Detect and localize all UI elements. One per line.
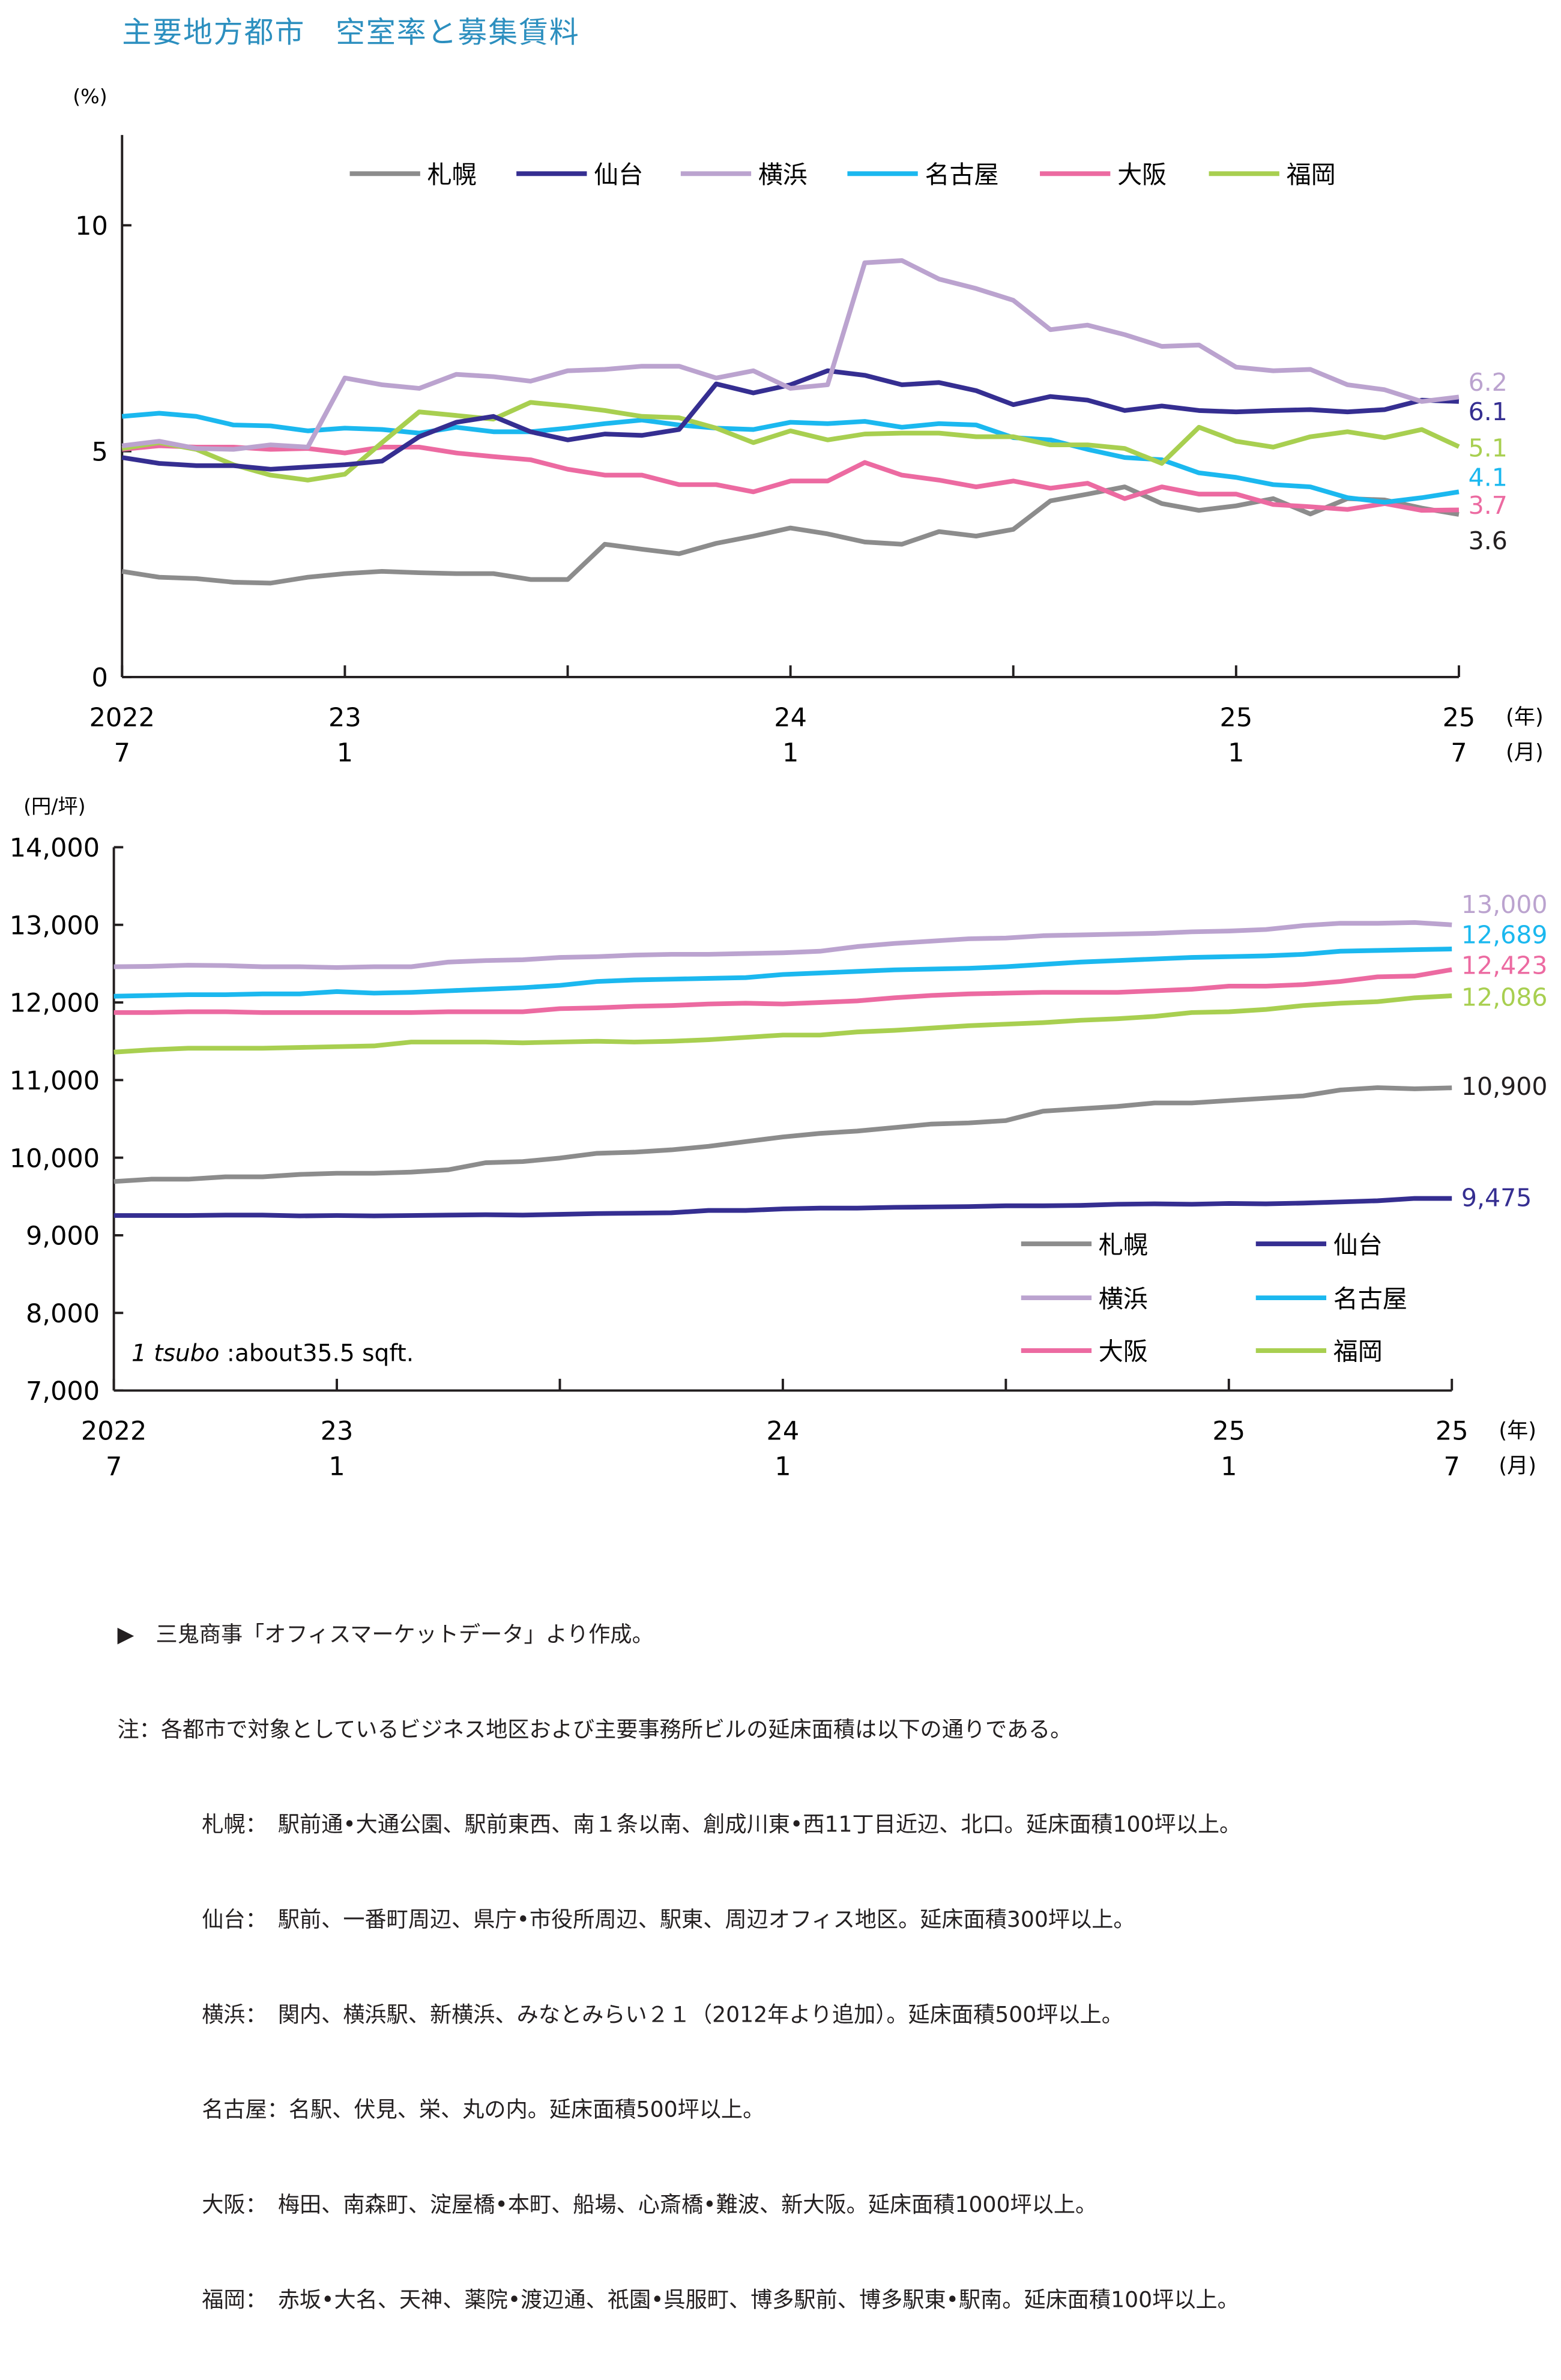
notes: ▶ 三鬼商事「オフィスマーケットデータ」より作成。 注：各都市で対象としているビ… (117, 1556, 1241, 2379)
x-tick-year: 2022 (81, 1417, 146, 1447)
vacancy-rate-chart: 0 5 10 (%) 2022 7 23 1 24 1 25 1 25 7 (年) (月) 3.6 6.16.2 4… (73, 85, 1544, 768)
x-unit-month: (月) (1506, 740, 1544, 765)
x-tick-year: 2022 (89, 703, 155, 733)
end-value-label: 4.1 (1469, 463, 1508, 492)
end-value-label: 10,900 (1461, 1072, 1548, 1101)
y-tick-label: 7,000 (26, 1376, 100, 1406)
y-tick-label: 5 (91, 437, 107, 467)
note-city: 名古屋：名駅、伏見、栄、丸の内。延床面積500坪以上。 (202, 2098, 765, 2123)
legend-label: 福岡 (1333, 1337, 1383, 1366)
x-tick-month: 1 (337, 738, 353, 768)
x-tick-month: 1 (774, 1451, 791, 1481)
series-line-仙台 (121, 368, 1460, 472)
legend-label: 横浜 (758, 160, 808, 189)
end-value-label: 6.1 (1469, 397, 1508, 426)
note-city: 福岡： 赤坂•大名、天神、薬院•渡辺通、祇園•呉服町、博多駅前、博多駅東•駅南。… (202, 2288, 1239, 2313)
series-line-福岡 (113, 993, 1452, 1055)
note-city: 仙台： 駅前、一番町周辺、県庁•市役所周辺、駅東、周辺オフィス地区。延床面積30… (202, 1908, 1135, 1933)
asking-rent-chart: 7,0008,0009,00010,00011,00012,00013,0001… (10, 795, 1548, 1482)
legend-label: 仙台 (594, 160, 643, 189)
figure: 主要地方都市 空室率と募集賃料 0 5 10 (%) 2022 7 23 1 24 1 25 1 25 7… (10, 15, 1548, 2313)
legend-label: 横浜 (1099, 1285, 1148, 1313)
legend-label: 福岡 (1287, 160, 1336, 189)
annotation-italic: 1 tsubo (131, 1340, 219, 1367)
y-tick-label: 14,000 (10, 833, 100, 863)
x-unit-year: (年) (1499, 1418, 1536, 1443)
series-line-仙台 (113, 1196, 1452, 1219)
x-tick-month: 1 (782, 738, 799, 768)
x-tick-month: 1 (1221, 1451, 1237, 1481)
source-note: ▶ 三鬼商事「オフィスマーケットデータ」より作成。 (117, 1622, 654, 1648)
x-tick-year: 24 (774, 703, 807, 733)
series-line-横浜 (113, 920, 1452, 970)
series-line-名古屋 (113, 947, 1452, 999)
legend-label: 札幌 (427, 160, 477, 189)
x-tick-month: 1 (1228, 738, 1244, 768)
y-axis-unit: (%) (73, 85, 107, 108)
end-value-label: 12,423 (1461, 951, 1548, 980)
x-tick-year: 23 (321, 1417, 354, 1447)
legend-label: 札幌 (1099, 1231, 1148, 1259)
legend-label: 名古屋 (925, 160, 998, 189)
legend-label: 仙台 (1333, 1231, 1383, 1259)
note-city: 横浜： 関内、横浜駅、新横浜、みなとみらい２１（2012年より追加）。延床面積5… (202, 2003, 1123, 2028)
legend-label: 大阪 (1099, 1337, 1148, 1366)
y-tick-label: 0 (91, 663, 107, 693)
note-header: 注：各都市で対象としているビジネス地区および主要事務所ビルの延床面積は以下の通り… (117, 1717, 1072, 1743)
series-line-大阪 (121, 443, 1459, 513)
legend-label: 大阪 (1117, 160, 1167, 189)
y-tick-label: 12,000 (10, 989, 100, 1019)
end-value-label: 6.2 (1469, 368, 1508, 397)
x-tick-year: 25 (1436, 1417, 1469, 1447)
x-tick-year: 24 (767, 1417, 800, 1447)
series-line-札幌 (121, 484, 1460, 586)
series-line-横浜 (121, 258, 1460, 452)
x-tick-month: 1 (328, 1451, 345, 1481)
y-tick-label: 8,000 (26, 1299, 100, 1329)
x-tick-year: 25 (1219, 703, 1252, 733)
end-value-label: 5.1 (1469, 433, 1508, 462)
x-tick-month: 7 (114, 738, 130, 768)
x-tick-year: 25 (1443, 703, 1476, 733)
x-tick-month: 7 (1451, 738, 1467, 768)
x-unit-year: (年) (1506, 705, 1544, 729)
figure-title: 主要地方都市 空室率と募集賃料 (122, 15, 580, 50)
annotation: 1 tsubo :about35.5 sqft. (131, 1340, 414, 1367)
note-city: 札幌： 駅前通•大通公園、駅前東西、南１条以南、創成川東•西11丁目近辺、北口。… (202, 1813, 1242, 1838)
end-value-label: 9,475 (1461, 1184, 1532, 1213)
x-tick-month: 7 (1444, 1451, 1460, 1481)
y-tick-label: 10,000 (10, 1143, 100, 1173)
end-value-label: 3.7 (1469, 491, 1508, 520)
y-tick-label: 10 (75, 211, 108, 241)
end-value-label: 12,689 (1461, 921, 1548, 950)
y-tick-label: 9,000 (26, 1222, 100, 1252)
x-tick-year: 23 (328, 703, 361, 733)
end-value-label: 12,086 (1461, 983, 1548, 1011)
y-axis-unit: (円/坪) (23, 795, 86, 818)
series-line-大阪 (113, 967, 1452, 1015)
series-line-福岡 (121, 400, 1460, 483)
end-value-label: 13,000 (1461, 890, 1548, 919)
end-value-label: 3.6 (1469, 526, 1508, 555)
x-tick-month: 7 (106, 1451, 122, 1481)
y-tick-label: 13,000 (10, 911, 100, 941)
series-line-札幌 (113, 1085, 1452, 1184)
legend-label: 名古屋 (1333, 1285, 1407, 1313)
x-unit-month: (月) (1499, 1453, 1536, 1478)
note-city: 大阪： 梅田、南森町、淀屋橋•本町、船場、心斎橋•難波、新大阪。延床面積1000… (202, 2193, 1098, 2218)
series-line-名古屋 (121, 411, 1460, 505)
y-tick-label: 11,000 (10, 1066, 100, 1096)
x-tick-year: 25 (1212, 1417, 1245, 1447)
annotation-text: :about35.5 sqft. (219, 1340, 414, 1367)
